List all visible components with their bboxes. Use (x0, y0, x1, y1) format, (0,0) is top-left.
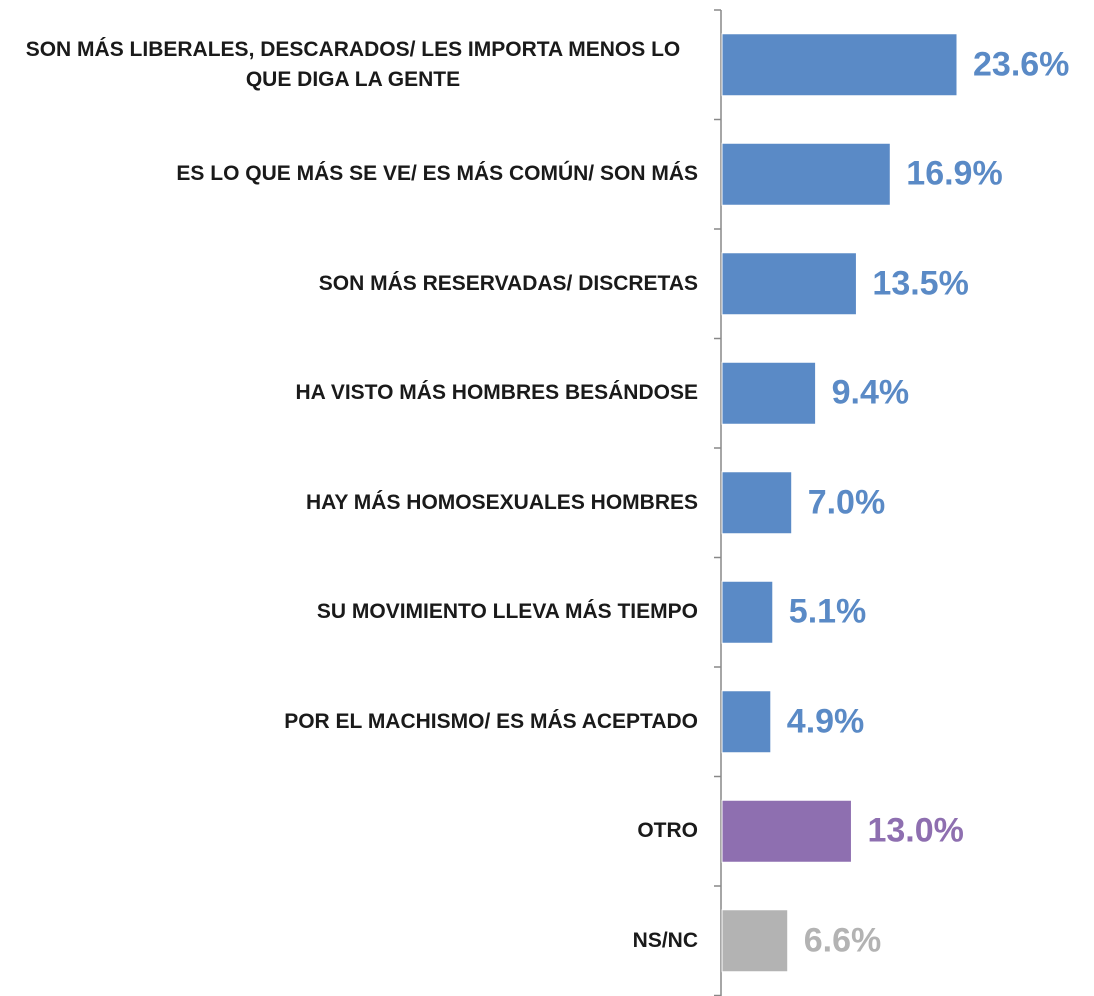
value-label: 9.4% (831, 373, 910, 412)
bar (721, 580, 774, 644)
bar (721, 361, 817, 425)
category-label: HAY MÁS HOMOSEXUALES HOMBRES (305, 490, 698, 514)
category-label: NS/NC (632, 928, 698, 952)
value-label: 6.6% (803, 921, 882, 960)
bar (721, 33, 958, 97)
category-label: OTRO (637, 819, 698, 843)
category-label: SON MÁS RESERVADAS/ DISCRETAS (318, 271, 698, 295)
value-label: 5.1% (788, 592, 867, 631)
bar (721, 252, 857, 316)
bar (721, 471, 793, 535)
category-label: SU MOVIMIENTO LLEVA MÁS TIEMPO (316, 600, 698, 624)
value-label: 13.0% (867, 811, 964, 850)
bar (721, 909, 789, 973)
value-label: 7.0% (807, 483, 886, 522)
category-label: ES LO QUE MÁS SE VE/ ES MÁS COMÚN/ SON M… (176, 162, 698, 186)
bar (721, 142, 891, 206)
category-label: SON MÁS LIBERALES, DESCARADOS/ LES IMPOR… (25, 37, 681, 91)
value-label: 13.5% (872, 264, 969, 303)
bar (721, 799, 852, 863)
category-label: POR EL MACHISMO/ ES MÁS ACEPTADO (284, 709, 698, 733)
value-label: 16.9% (906, 154, 1003, 193)
category-label: HA VISTO MÁS HOMBRES BESÁNDOSE (295, 381, 698, 405)
value-label: 4.9% (786, 702, 865, 741)
bar (721, 690, 772, 754)
value-label: 23.6% (973, 45, 1070, 84)
